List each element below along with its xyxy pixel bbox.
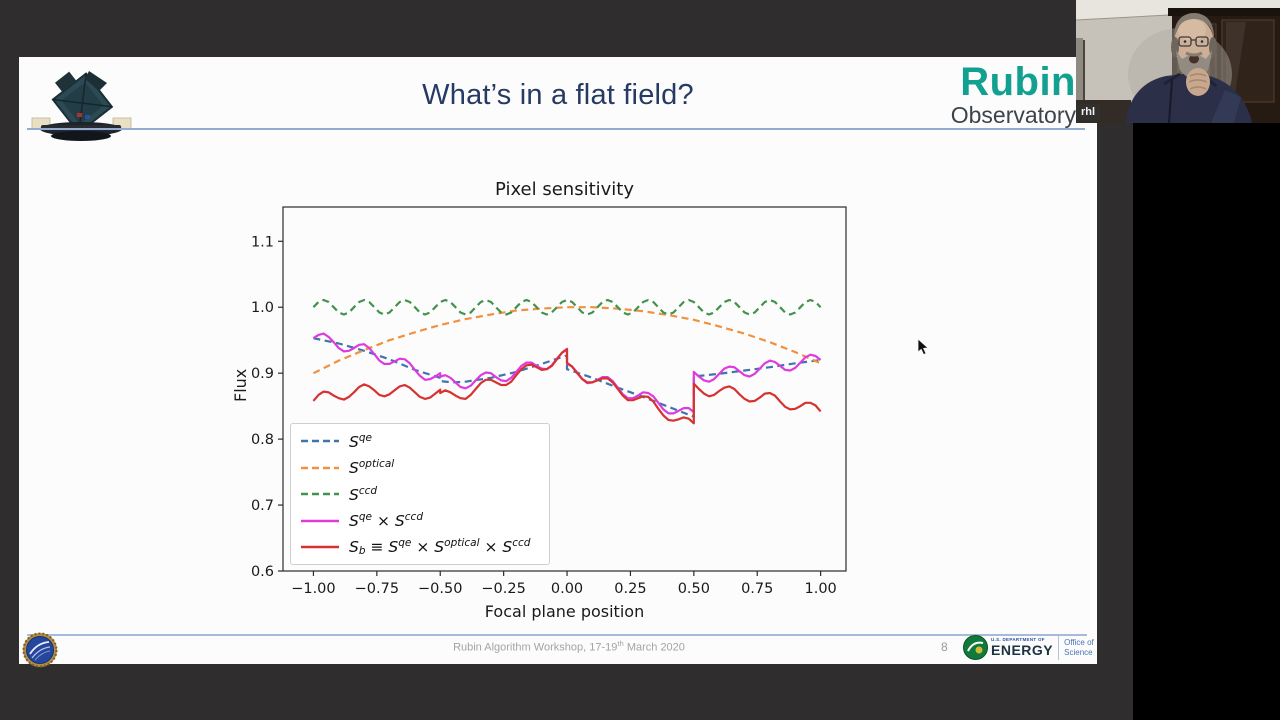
legend-entry-Soptical: Soptical (291, 455, 549, 482)
rubin-wordmark: Rubin (960, 60, 1076, 104)
legend-label: Sqe (349, 431, 373, 451)
observatory-wordmark: Observatory (950, 102, 1076, 128)
participant-name-label: rhl (1077, 104, 1101, 121)
legend-entry-SqeSccd: Sqe × Sccd (291, 508, 549, 535)
doe-divider (1058, 635, 1060, 660)
series-Sb-line (312, 348, 822, 425)
y-axis-label: Flux (231, 368, 250, 402)
x-tick-label: 0.00 (551, 581, 583, 597)
legend-entry-Sb: Sb ≡ Sqe × Soptical × Sccd (291, 534, 549, 561)
footer-workshop-text: Rubin Algorithm Workshop, 17-19th March … (453, 639, 685, 654)
legend-label: Sqe × Sccd (349, 511, 423, 531)
x-tick-label: 0.25 (614, 581, 646, 597)
self-video-tile[interactable] (1076, 0, 1280, 123)
series-Sqe-line (313, 337, 821, 418)
legend-label: Soptical (349, 458, 395, 478)
series-SqeSccd-line (312, 332, 822, 415)
x-tick-label: 1.00 (804, 581, 836, 597)
doe-seal-icon (963, 635, 988, 660)
header-divider (27, 128, 1085, 130)
page-number: 8 (941, 640, 948, 654)
legend-label: Sb ≡ Sqe × Soptical × Sccd (349, 537, 531, 558)
doe-wordmark: U.S. DEPARTMENT OF ENERGY (991, 636, 1054, 659)
x-tick-label: 0.75 (741, 581, 773, 597)
x-tick-label: −0.25 (481, 581, 525, 597)
chart-title: Pixel sensitivity (494, 179, 635, 200)
rubin-observatory-logo: Rubin Observatory (951, 62, 1076, 127)
legend-line-sample (301, 466, 339, 469)
doe-office-of-science: Office of Science (1064, 637, 1094, 657)
pixel-sensitivity-chart: −1.00 −0.75 −0.50 −0.25 0.00 0.25 0.50 0.75 1.00… (251, 206, 847, 597)
footer-divider (27, 634, 1087, 636)
legend-entry-Sccd: Sccd (291, 481, 549, 508)
y-tick-label: 1.0 (251, 300, 274, 316)
chart-legend: Sqe Soptical Sccd Sqe × Sccd Sb ≡ Sqe × Sopt… (290, 423, 550, 565)
nsf-logo (22, 632, 58, 668)
legend-line-sample (301, 493, 339, 496)
y-tick-label: 0.9 (251, 366, 274, 382)
legend-label: Sccd (349, 484, 378, 504)
y-tick-label: 0.7 (251, 498, 274, 514)
slide: What’s in a flat field? Rubin Observator… (19, 57, 1097, 668)
doe-logo: U.S. DEPARTMENT OF ENERGY Office of Scie… (963, 635, 1094, 660)
series-Sccd-line (312, 298, 822, 316)
x-tick-label: 0.50 (678, 581, 710, 597)
telescope-logo (29, 63, 134, 147)
doe-dept-text: U.S. DEPARTMENT OF (991, 636, 1045, 642)
x-tick-label: −0.75 (355, 581, 399, 597)
slide-title: What’s in a flat field? (422, 79, 694, 111)
legend-line-sample (301, 440, 339, 443)
y-tick-label: 1.1 (251, 234, 274, 250)
legend-line-sample (301, 519, 339, 522)
legend-line-sample (301, 546, 339, 549)
webcam-feed (1076, 0, 1280, 123)
x-tick-label: −1.00 (291, 581, 335, 597)
doe-energy-text: ENERGY (991, 642, 1054, 659)
x-tick-label: −0.50 (418, 581, 462, 597)
series-Soptical-line (312, 306, 822, 375)
y-tick-label: 0.6 (251, 564, 274, 580)
x-axis-label: Focal plane position (484, 602, 645, 621)
mouse-cursor (917, 339, 929, 356)
legend-entry-Sqe: Sqe (291, 428, 549, 455)
y-tick-label: 0.8 (251, 432, 274, 448)
